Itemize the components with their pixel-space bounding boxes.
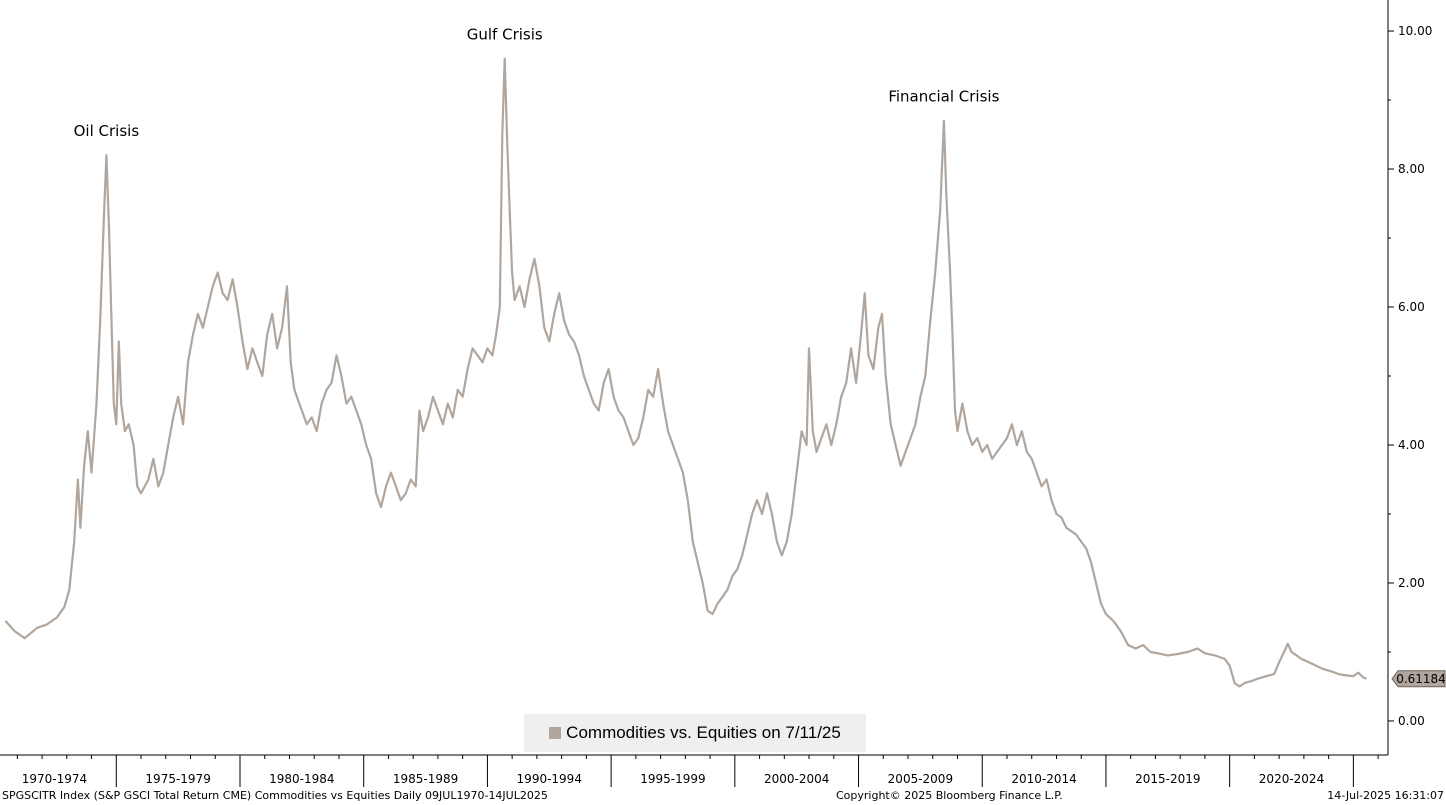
annotation-label: Financial Crisis — [888, 88, 999, 106]
x-period-label: 1980-1984 — [269, 772, 334, 786]
x-period-label: 1995-1999 — [640, 772, 705, 786]
last-value-box — [1391, 670, 1446, 688]
y-tick-label: 4.00 — [1398, 438, 1425, 452]
y-tick-label: 0.00 — [1398, 714, 1425, 728]
x-period-label: 2010-2014 — [1011, 772, 1076, 786]
x-period-label: 2000-2004 — [764, 772, 829, 786]
legend-label: Commodities vs. Equities on 7/11/25 — [566, 723, 841, 742]
x-period-label: 2005-2009 — [888, 772, 953, 786]
y-tick-label: 8.00 — [1398, 162, 1425, 176]
x-period-label: 1975-1979 — [145, 772, 210, 786]
x-period-label: 1990-1994 — [517, 772, 582, 786]
footer-copyright: Copyright© 2025 Bloomberg Finance L.P. — [836, 789, 1063, 802]
last-value-label: 0.61184 — [1396, 672, 1446, 686]
y-tick-label: 2.00 — [1398, 576, 1425, 590]
y-tick-label: 10.00 — [1398, 24, 1432, 38]
footer-timestamp: 14-Jul-2025 16:31:07 — [1327, 789, 1444, 802]
series-line — [4, 57, 1367, 688]
y-tick-label: 6.00 — [1398, 300, 1425, 314]
annotation-label: Gulf Crisis — [467, 26, 543, 44]
legend-swatch — [549, 727, 562, 739]
annotation-label: Oil Crisis — [74, 122, 140, 140]
x-period-label: 1985-1989 — [393, 772, 458, 786]
chart-legend: Commodities vs. Equities on 7/11/25 — [524, 714, 866, 752]
x-period-label: 1970-1974 — [22, 772, 87, 786]
x-period-label: 2015-2019 — [1135, 772, 1200, 786]
footer-source: SPGSCITR Index (S&P GSCI Total Return CM… — [2, 789, 548, 802]
x-period-label: 2020-2024 — [1259, 772, 1324, 786]
